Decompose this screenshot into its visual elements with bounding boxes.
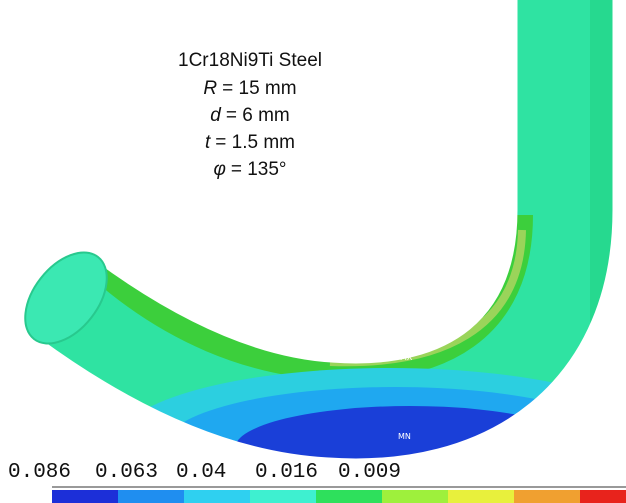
param-symbol: R: [203, 78, 217, 99]
param-value: = 1.5 mm: [215, 132, 295, 153]
max-marker: MX: [400, 353, 413, 362]
param-symbol: t: [205, 132, 211, 153]
param: φ = 135°: [213, 159, 286, 180]
params: R = 15 mmd = 6 mmt = 1.5 mmφ = 135°: [203, 78, 296, 180]
min-marker: MN: [398, 432, 411, 441]
param-symbol: d: [210, 105, 222, 126]
param: R = 15 mm: [203, 78, 296, 99]
param: t = 1.5 mm: [205, 132, 295, 153]
legend-label: 0.063: [95, 461, 158, 484]
legend-label: 0.04: [176, 461, 226, 484]
param: d = 6 mm: [210, 105, 289, 126]
param-value: = 135°: [231, 159, 287, 180]
param-value: = 15 mm: [222, 78, 296, 99]
color-bar: [52, 486, 626, 503]
param-value: = 6 mm: [226, 105, 290, 126]
param-symbol: φ: [213, 159, 225, 180]
legend-label: 0.016: [255, 461, 318, 484]
legend-label: 0.086: [8, 461, 71, 484]
legend-label: 0.009: [338, 461, 401, 484]
legend: 0.086 0.063 0.04 0.016 0.009: [8, 461, 401, 484]
material: 1Cr18Ni9Ti Steel: [178, 50, 322, 71]
